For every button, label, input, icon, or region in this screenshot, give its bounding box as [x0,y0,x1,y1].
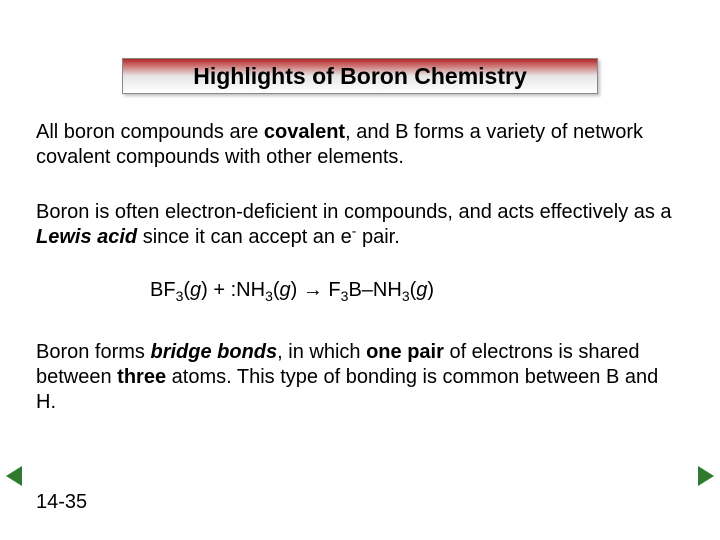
slide-title-bar: Highlights of Boron Chemistry [122,58,598,94]
eq-t1: BF [150,279,176,301]
eq-t6: B–NH [348,279,401,301]
eq-t8: ) [427,279,434,301]
next-slide-button[interactable] [698,466,714,486]
p2-post2: pair. [356,226,399,248]
slide-title: Highlights of Boron Chemistry [193,63,527,90]
prev-slide-button[interactable] [6,466,22,486]
p2-pre: Boron is often electron-deficient in com… [36,201,672,223]
p3-pre: Boron forms [36,341,150,363]
eq-g2: g [280,279,291,301]
p3-onepair: one pair [366,341,444,363]
eq-s3b: 3 [265,288,273,304]
p2-lewis: Lewis acid [36,226,137,248]
paragraph-1: All boron compounds are covalent, and B … [36,120,676,170]
p1-pre: All boron compounds are [36,121,264,143]
eq-t3: ) + :NH [201,279,265,301]
p2-post1: since it can accept an e [137,226,352,248]
eq-g1: g [190,279,201,301]
eq-t5: ) → F [291,279,341,301]
eq-s3d: 3 [402,288,410,304]
p3-three: three [117,366,166,388]
p1-covalent: covalent [264,121,345,143]
p3-mid1: , in which [277,341,366,363]
paragraph-3: Boron forms bridge bonds, in which one p… [36,340,676,415]
page-number: 14-35 [36,491,87,514]
eq-t4: ( [273,279,280,301]
p3-bridge: bridge bonds [150,341,277,363]
paragraph-2: Boron is often electron-deficient in com… [36,200,676,250]
equation: BF3(g) + :NH3(g) → F3B–NH3(g) [150,278,650,303]
eq-g3: g [416,279,427,301]
